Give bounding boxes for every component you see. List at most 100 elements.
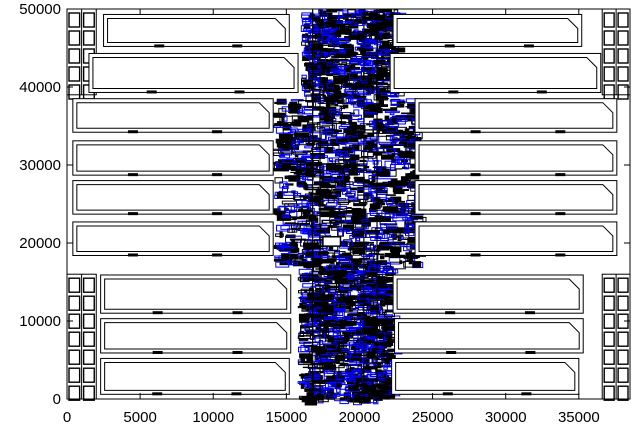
routing-cell xyxy=(289,211,303,219)
routing-cell xyxy=(303,185,309,189)
routing-cell xyxy=(403,188,410,191)
routing-cell xyxy=(396,101,406,104)
routing-cell xyxy=(345,210,362,214)
routing-cell xyxy=(390,249,400,256)
routing-cell xyxy=(354,75,371,79)
routing-cell xyxy=(368,34,377,36)
routing-cell xyxy=(365,52,379,59)
routing-cell xyxy=(294,132,310,138)
routing-cell xyxy=(363,147,373,150)
routing-cell xyxy=(386,148,401,153)
routing-cell xyxy=(324,279,333,284)
routing-cell xyxy=(342,52,359,56)
block-right-3-pin-0 xyxy=(445,311,456,315)
block-left-6-outline xyxy=(76,144,270,172)
routing-cell xyxy=(344,67,352,73)
routing-cell xyxy=(349,154,360,160)
routing-cell xyxy=(343,46,355,54)
routing-cell xyxy=(363,111,374,118)
io-left-upper-pad xyxy=(68,48,81,64)
routing-cell xyxy=(304,35,315,38)
routing-cell xyxy=(303,196,313,200)
routing-cell xyxy=(386,343,392,348)
routing-cell xyxy=(342,26,352,34)
routing-cell xyxy=(343,96,351,104)
routing-cell xyxy=(348,118,353,125)
routing-cell xyxy=(365,265,372,271)
routing-cell xyxy=(343,321,354,325)
routing-cell xyxy=(352,144,360,151)
io-left-upper-pad xyxy=(68,66,81,82)
routing-cell xyxy=(318,309,334,313)
routing-cell xyxy=(331,313,337,317)
routing-cell xyxy=(312,257,323,265)
routing-cell xyxy=(403,227,409,234)
io-left-lower-pad xyxy=(82,313,95,329)
routing-cell xyxy=(306,325,313,328)
routing-cell xyxy=(366,339,374,344)
routing-cell xyxy=(360,275,364,277)
routing-cell xyxy=(357,78,373,84)
routing-cell xyxy=(353,389,368,393)
routing-cell xyxy=(391,178,398,183)
routing-cell xyxy=(364,85,375,91)
routing-cell xyxy=(324,24,332,27)
routing-cell xyxy=(383,229,389,235)
routing-cell xyxy=(391,136,398,143)
routing-cell xyxy=(310,228,327,234)
routing-cell xyxy=(367,82,382,85)
io-right-lower-pad xyxy=(603,367,615,383)
io-left-lower-pad xyxy=(68,295,81,311)
routing-cell xyxy=(329,73,341,76)
routing-cell xyxy=(382,29,388,32)
routing-cell xyxy=(386,354,396,361)
routing-cell xyxy=(306,356,313,363)
io-right-lower-pad xyxy=(617,277,629,293)
routing-cell xyxy=(285,183,294,186)
routing-cell xyxy=(300,164,306,168)
routing-cell xyxy=(303,213,309,219)
routing-cell xyxy=(406,227,415,234)
routing-cell xyxy=(349,398,356,403)
routing-cell xyxy=(377,35,388,37)
routing-cell xyxy=(359,95,366,101)
routing-cell xyxy=(303,89,311,93)
routing-cell xyxy=(347,207,352,209)
block-right-5-pin-0 xyxy=(470,212,481,216)
routing-cell xyxy=(285,205,296,213)
routing-cell xyxy=(274,123,289,127)
routing-cell xyxy=(315,217,319,223)
routing-cell xyxy=(379,352,395,358)
routing-cell xyxy=(372,148,379,152)
routing-cell xyxy=(310,362,319,365)
routing-cell xyxy=(338,120,342,123)
routing-cell xyxy=(320,117,329,121)
routing-cell xyxy=(317,204,326,207)
block-left-3-pin-0 xyxy=(152,311,163,315)
routing-cell xyxy=(369,260,376,265)
routing-cell xyxy=(273,167,290,172)
routing-cell xyxy=(315,277,326,281)
routing-cell xyxy=(327,16,338,20)
routing-cell xyxy=(331,122,337,131)
io-right-lower-pad xyxy=(603,385,615,401)
io-right-upper-pad xyxy=(617,84,629,100)
routing-cell xyxy=(350,187,358,191)
routing-cell xyxy=(372,261,388,264)
routing-cell xyxy=(294,138,310,146)
routing-cell xyxy=(355,223,367,230)
io-left-lower-pad xyxy=(68,277,81,293)
routing-cell xyxy=(276,224,290,232)
routing-cell xyxy=(365,12,377,16)
routing-cell xyxy=(293,203,310,208)
block-right-9 xyxy=(392,13,583,47)
routing-cell xyxy=(302,56,310,61)
routing-cell xyxy=(346,50,353,53)
routing-cell xyxy=(382,394,396,399)
routing-cell xyxy=(319,22,328,25)
routing-cell xyxy=(347,272,353,280)
block-right-2-outline xyxy=(398,322,580,350)
io-right-upper-pad xyxy=(603,48,615,64)
routing-cell xyxy=(288,111,303,113)
y-tick-label-4: 40000 xyxy=(19,79,61,96)
